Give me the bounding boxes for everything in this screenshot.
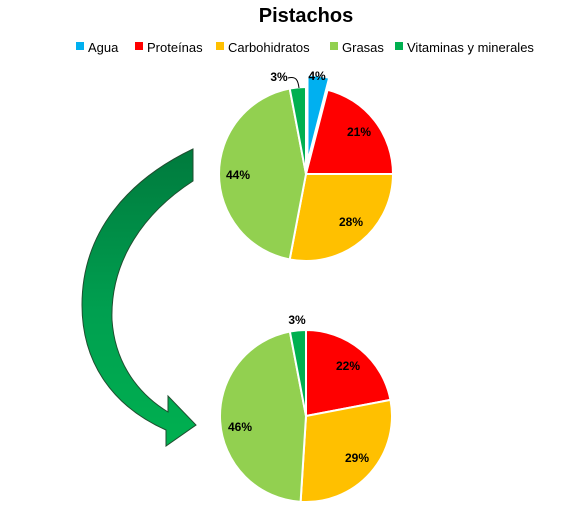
- pie1-label-vitaminas-y-minerales: 3%: [270, 70, 288, 84]
- legend-swatch-carbohidratos: [216, 42, 224, 50]
- legend-label-carbohidratos: Carbohidratos: [228, 40, 310, 55]
- pie2-slice-vitaminas-y-minerales: [288, 328, 307, 417]
- legend-label-agua: Agua: [88, 40, 119, 55]
- pie1-label-proteinas: 21%: [347, 125, 371, 139]
- pie2-label-grasas: 46%: [228, 420, 252, 434]
- chart-title: Pistachos: [259, 5, 353, 27]
- curved-arrow: [81, 148, 197, 447]
- pie2-slice-grasas: [219, 330, 308, 503]
- legend-swatch-vitaminas-y-minerales: [395, 42, 403, 50]
- pie1-slice-vitaminas-y-minerales: [288, 85, 307, 175]
- pie1-leader-line: [287, 77, 300, 89]
- legend-label-vitaminas-y-minerales: Vitaminas y minerales: [407, 40, 534, 55]
- data-labels: 4% 21% 28% 44% 3% 22% 29% 46% 3%: [226, 69, 371, 465]
- pie1-slice-carbohidratos: [288, 173, 395, 262]
- legend: Agua Proteínas Carbohidratos Grasas Vitamina…: [76, 40, 534, 55]
- pie1-label-agua: 4%: [308, 69, 326, 83]
- pie2-label-proteinas: 22%: [336, 359, 360, 373]
- pie1-slice-proteinas: [304, 88, 395, 175]
- pie2-label-vitaminas-y-minerales: 3%: [288, 313, 306, 327]
- pie2-slice-proteinas: [305, 328, 392, 418]
- legend-swatch-grasas: [330, 42, 338, 50]
- pie-chart-1: [218, 74, 395, 262]
- pie1-slice-grasas: [218, 87, 308, 261]
- pie1-label-carbohidratos: 28%: [339, 215, 363, 229]
- pie2-label-carbohidratos: 29%: [345, 451, 369, 465]
- legend-swatch-proteinas: [135, 42, 143, 50]
- legend-swatch-agua: [76, 42, 84, 50]
- pie1-slice-agua: [306, 74, 331, 163]
- legend-label-proteinas: Proteínas: [147, 40, 203, 55]
- legend-label-grasas: Grasas: [342, 40, 384, 55]
- pie-chart-2: [219, 328, 393, 503]
- pie1-label-grasas: 44%: [226, 168, 250, 182]
- pie2-slice-carbohidratos: [299, 398, 393, 503]
